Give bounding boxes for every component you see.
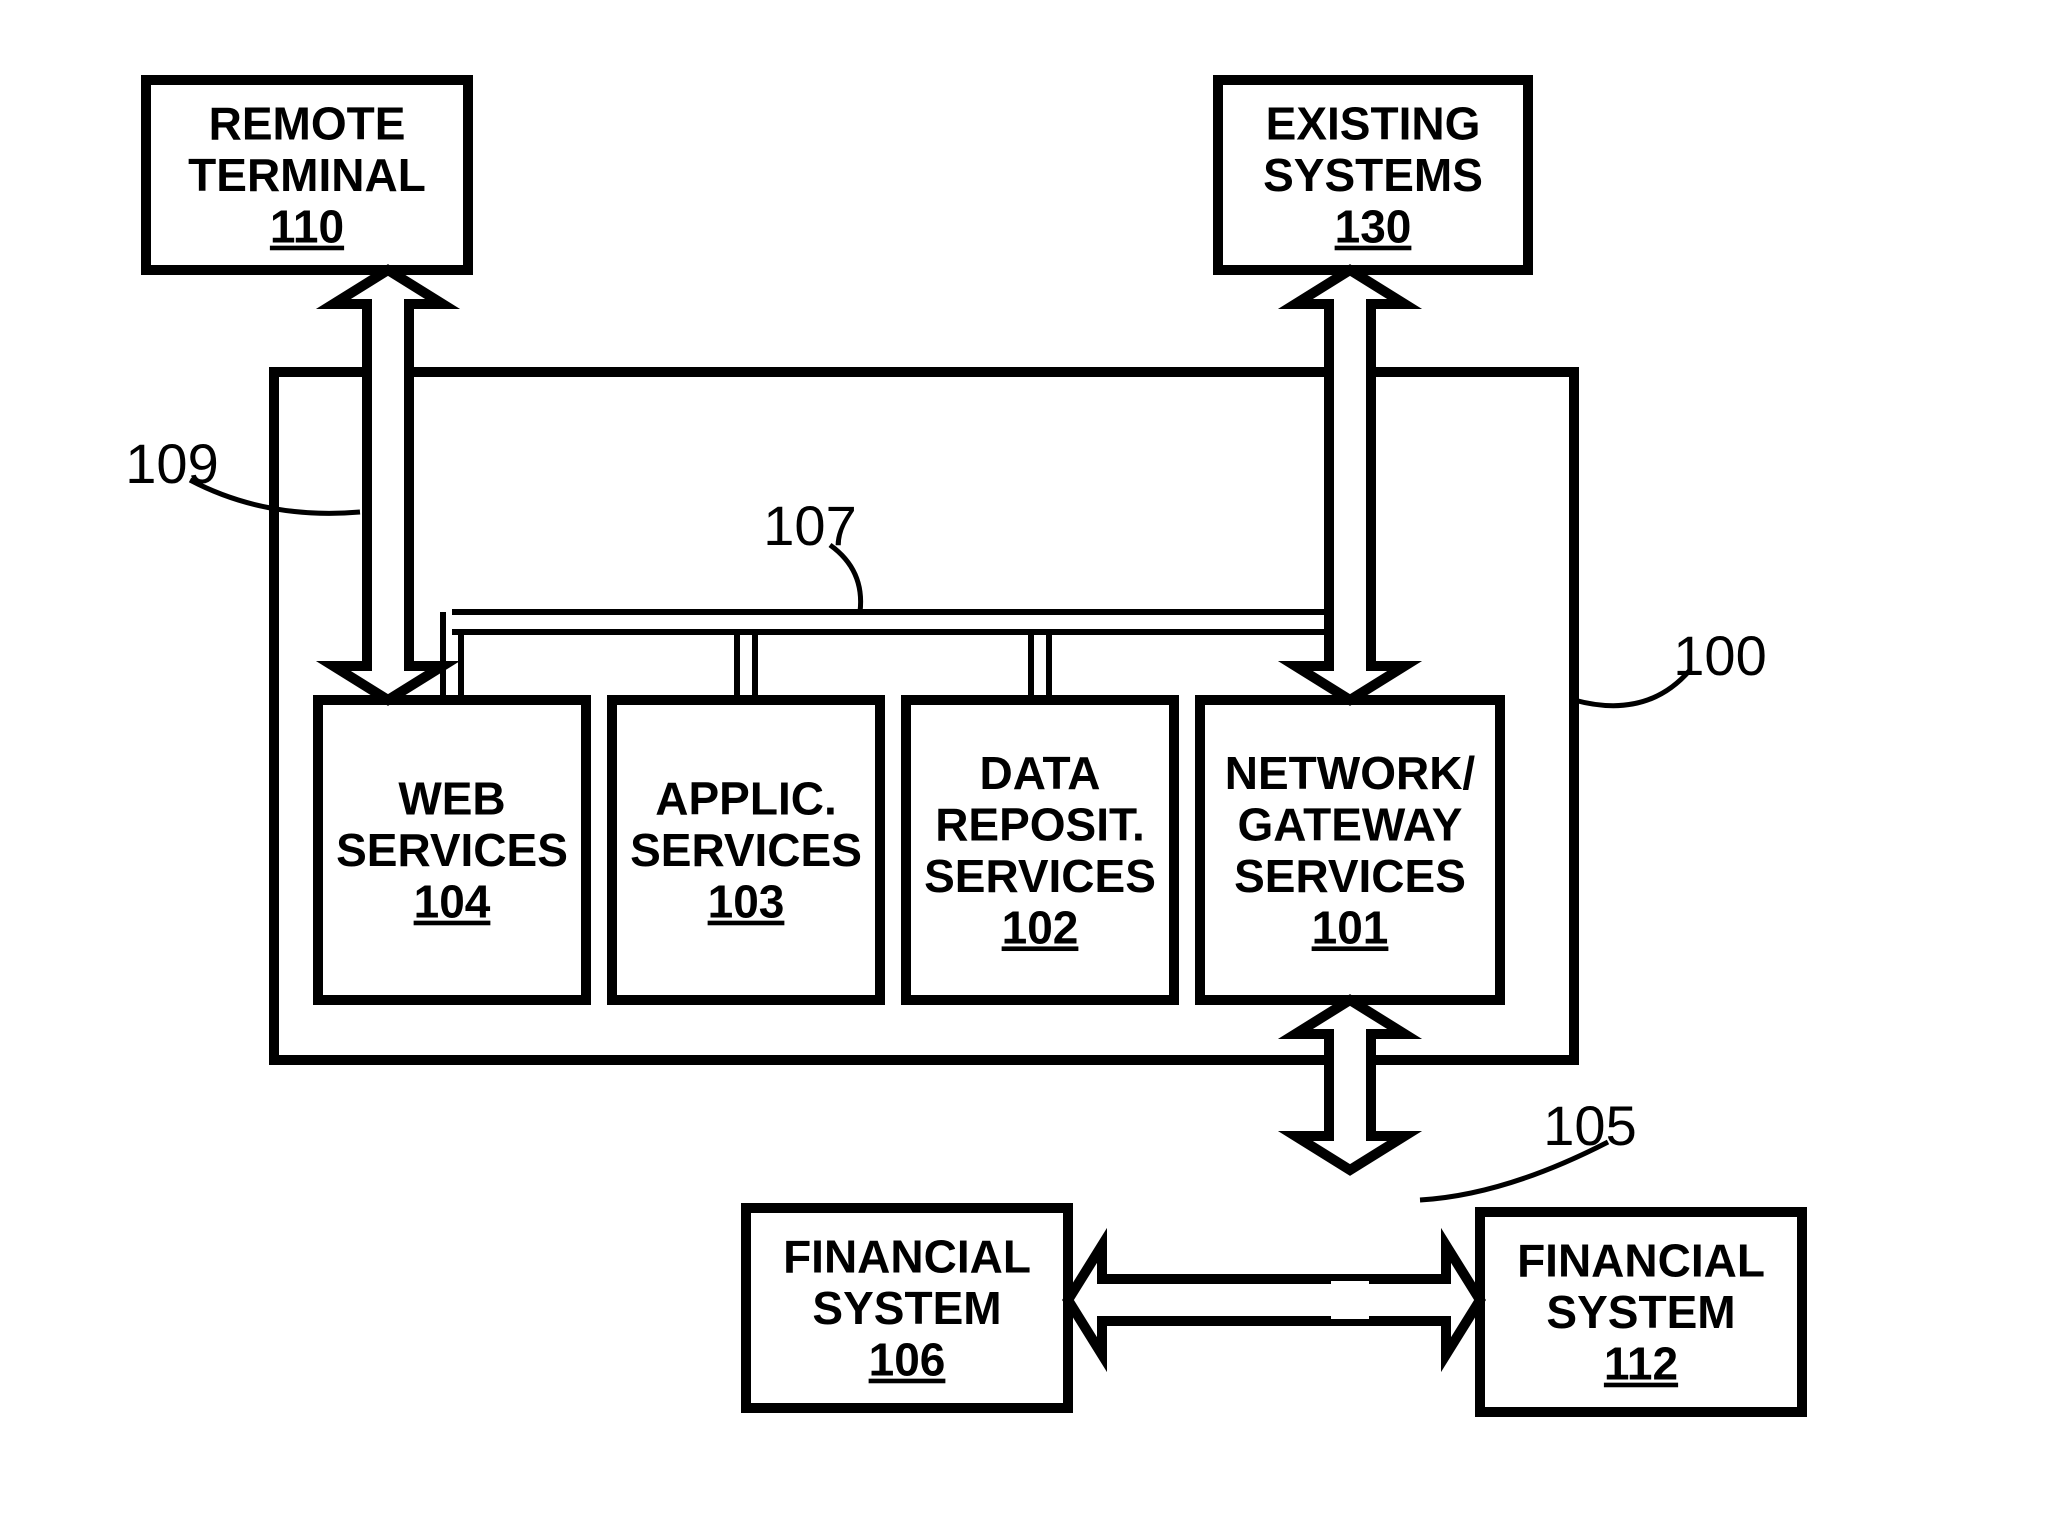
- svg-text:SERVICES: SERVICES: [630, 824, 862, 876]
- svg-text:104: 104: [414, 876, 491, 928]
- svg-text:FINANCIAL: FINANCIAL: [1517, 1235, 1765, 1287]
- box-existing_systems: EXISTINGSYSTEMS130: [1218, 80, 1528, 270]
- svg-text:TERMINAL: TERMINAL: [188, 149, 426, 201]
- svg-text:SERVICES: SERVICES: [336, 824, 568, 876]
- svg-text:103: 103: [708, 876, 785, 928]
- svg-text:SERVICES: SERVICES: [924, 850, 1156, 902]
- bus-107: 107: [443, 494, 1359, 700]
- svg-text:112: 112: [1604, 1338, 1678, 1390]
- svg-text:SYSTEMS: SYSTEMS: [1263, 149, 1483, 201]
- svg-text:DATA: DATA: [980, 747, 1101, 799]
- svg-text:107: 107: [763, 494, 856, 557]
- svg-text:SYSTEM: SYSTEM: [1546, 1286, 1735, 1338]
- svg-text:110: 110: [270, 201, 344, 253]
- svg-text:REPOSIT.: REPOSIT.: [935, 798, 1145, 850]
- tee-join-patch: [1331, 1281, 1369, 1319]
- svg-text:APPLIC.: APPLIC.: [655, 773, 836, 825]
- box-financial_b: FINANCIALSYSTEM112: [1480, 1212, 1802, 1412]
- arrow-gateway-down: [1295, 1000, 1404, 1170]
- svg-text:SERVICES: SERVICES: [1234, 850, 1466, 902]
- svg-text:101: 101: [1312, 901, 1389, 953]
- arrow-remote-to-web: [333, 270, 442, 700]
- callout-105: 105: [1543, 1094, 1636, 1157]
- svg-text:102: 102: [1002, 901, 1079, 953]
- svg-text:130: 130: [1335, 201, 1412, 253]
- svg-text:EXISTING: EXISTING: [1266, 98, 1481, 150]
- inner-box-gateway: NETWORK/GATEWAYSERVICES101: [1200, 700, 1500, 1000]
- inner-box-web: WEBSERVICES104: [318, 700, 586, 1000]
- svg-text:WEB: WEB: [398, 773, 505, 825]
- svg-text:FINANCIAL: FINANCIAL: [783, 1231, 1031, 1283]
- svg-text:NETWORK/: NETWORK/: [1225, 747, 1476, 799]
- svg-text:REMOTE: REMOTE: [209, 98, 406, 150]
- inner-box-applic: APPLIC.SERVICES103: [612, 700, 880, 1000]
- callout-109: 109: [125, 432, 218, 495]
- svg-text:106: 106: [869, 1334, 946, 1386]
- container-box: [274, 372, 1574, 1060]
- arrow-between-financial: [1068, 1245, 1480, 1354]
- box-remote_terminal: REMOTETERMINAL110: [146, 80, 468, 270]
- svg-text:GATEWAY: GATEWAY: [1238, 798, 1463, 850]
- box-financial_a: FINANCIALSYSTEM106: [746, 1208, 1068, 1408]
- inner-box-data: DATAREPOSIT.SERVICES102: [906, 700, 1174, 1000]
- svg-text:SYSTEM: SYSTEM: [812, 1282, 1001, 1334]
- callout-100: 100: [1673, 624, 1766, 687]
- arrow-existing-to-gateway: [1295, 270, 1404, 700]
